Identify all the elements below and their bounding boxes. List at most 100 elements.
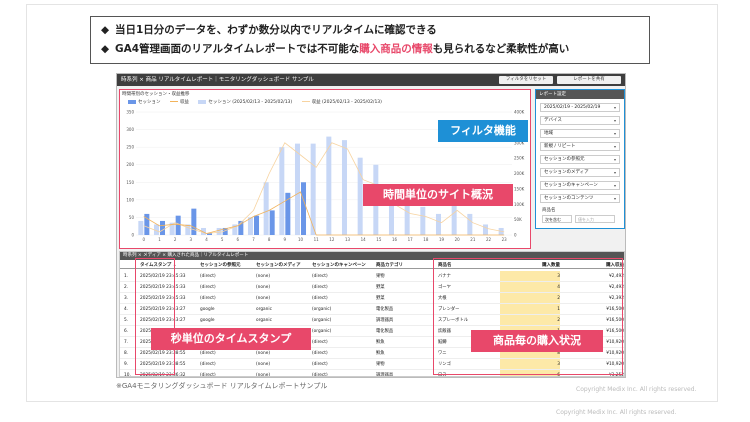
column-header[interactable]: セッションのメディア	[256, 263, 301, 268]
table-cell: 6.	[124, 329, 129, 334]
bar-previous	[232, 224, 238, 235]
table-cell: (direct)	[312, 351, 328, 356]
revenue-line	[143, 191, 505, 236]
bar-current	[254, 215, 260, 235]
y-tick-label: 300	[126, 127, 134, 132]
table-cell: 2025/02/19 23:38:55	[140, 351, 186, 356]
x-tick-label: 23	[502, 237, 508, 242]
table-cell: 2025/02/19 23:45:33	[140, 296, 186, 301]
bar-previous	[482, 224, 488, 235]
table-cell: 3	[500, 271, 560, 281]
bar-previous	[185, 224, 191, 235]
summary-callout: ◆ 当日1日分のデータを、わずか数分以内でリアルタイムに確認できる ◆ GA4管理画…	[90, 16, 650, 64]
bar-previous	[388, 192, 394, 235]
purchase-table-panel: 時系列 × メディア × 購入された商品｜リアルタイムレポート タイムスタンプ …	[119, 251, 625, 377]
share-report-button[interactable]: レポートを共有	[557, 76, 621, 84]
diamond-bullet-icon: ◆	[101, 43, 110, 55]
column-header[interactable]: 商品カテゴリ	[376, 263, 403, 268]
x-tick-label: 3	[190, 237, 193, 242]
table-row: 2. 2025/02/19 23:45:33 (direct) (none) (dire…	[120, 282, 624, 293]
x-tick-label: 4	[205, 237, 208, 242]
table-cell: 野菜	[376, 296, 385, 301]
chevron-down-icon: ▾	[613, 144, 616, 149]
table-cell: 5.	[124, 318, 129, 323]
column-header[interactable]: 購入数量	[542, 263, 560, 268]
filter-select[interactable]: セッションのキャンペーン ▾	[540, 181, 620, 190]
x-tick-label: 22	[486, 237, 492, 242]
bar-current	[269, 210, 275, 235]
table-title: 時系列 × メディア × 購入された商品｜リアルタイムレポート	[120, 252, 624, 260]
bar-previous	[200, 227, 206, 235]
table-cell: organic	[256, 307, 272, 312]
products-label: 商品毎の購入状況	[471, 330, 603, 352]
table-cell: ブレンダー	[438, 307, 460, 312]
column-header[interactable]: セッションのキャンペーン	[312, 263, 366, 268]
x-tick-label: 6	[237, 237, 240, 242]
y2-tick-label: 150K	[514, 186, 525, 191]
x-tick-label: 14	[361, 237, 367, 242]
table-cell: 2025/02/19 23:45:33	[140, 274, 186, 279]
table-cell: 10.	[124, 373, 131, 377]
x-tick-label: 12	[329, 237, 335, 242]
table-cell: google	[200, 307, 215, 312]
filter-select[interactable]: デバイス ▾	[540, 116, 620, 125]
table-cell: 7.	[124, 340, 129, 345]
product-value-input[interactable]: 値を入力	[575, 215, 615, 223]
table-cell: 果物	[376, 362, 385, 367]
column-header[interactable]: 商品名	[438, 263, 452, 268]
table-cell: (direct)	[312, 340, 328, 345]
x-tick-label: 18	[423, 237, 429, 242]
table-cell: 3	[500, 359, 560, 369]
x-tick-label: 17	[408, 237, 414, 242]
filter-select[interactable]: セッションのコンテンツ ▾	[540, 194, 620, 203]
table-cell: 4.	[124, 307, 129, 312]
column-header[interactable]: タイムスタンプ ↓	[140, 263, 177, 268]
y2-tick-label: 0	[514, 233, 517, 238]
table-cell: (none)	[256, 285, 271, 290]
chart-legend: セッション 収益 セッション (2025/02/13 - 2025/02/13)…	[128, 99, 390, 105]
product-filter-label: 商品名	[542, 208, 556, 213]
table-cell: (direct)	[200, 351, 216, 356]
y-tick-label: 250	[126, 145, 134, 150]
x-tick-label: 2	[174, 237, 177, 242]
filter-select[interactable]: セッションのメディア ▾	[540, 168, 620, 177]
y-tick-label: 100	[126, 197, 134, 202]
hourly-overview-label: 時間単位のサイト概況	[363, 184, 513, 206]
dashboard-screenshot: 時系列 × 商品 リアルタイムレポート｜モニタリングダッシュボード サンプル フ…	[116, 73, 626, 378]
product-operator-select[interactable]: 次を含む	[542, 215, 572, 223]
column-header[interactable]: 購入収益	[606, 263, 624, 268]
bar-previous	[138, 220, 144, 235]
table-cell: 2025/02/19 23:43:27	[140, 318, 186, 323]
table-cell: ¥16,500	[606, 329, 624, 334]
date-range-select[interactable]: 2025/02/19 - 2025/02/19 ▾	[540, 103, 620, 112]
table-cell: 1.	[124, 274, 129, 279]
table-cell: 3.	[124, 296, 129, 301]
chevron-down-icon: ▾	[613, 131, 616, 136]
table-cell: (none)	[256, 296, 271, 301]
reset-filter-button[interactable]: フィルタをリセット	[499, 76, 553, 84]
table-row: 9. 2025/02/19 23:38:55 (direct) (none) (dire…	[120, 359, 624, 370]
diamond-bullet-icon: ◆	[101, 24, 110, 36]
table-row: 1. 2025/02/19 23:45:33 (direct) (none) (dire…	[120, 271, 624, 282]
table-cell: ¥2,492	[608, 274, 624, 279]
filter-feature-label: フィルタ機能	[438, 120, 528, 142]
chevron-down-icon: ▾	[613, 183, 616, 188]
table-cell: ゴーヤ	[438, 285, 451, 290]
bar-previous	[451, 203, 457, 235]
y-tick-label: 350	[126, 110, 134, 115]
table-row: 3. 2025/02/19 23:45:33 (direct) (none) (dire…	[120, 293, 624, 304]
x-tick-label: 8	[268, 237, 271, 242]
filter-select[interactable]: セッションの参照元 ▾	[540, 155, 620, 164]
x-tick-label: 21	[470, 237, 476, 242]
table-cell: 9.	[124, 362, 129, 367]
filter-select[interactable]: 地域 ▾	[540, 129, 620, 138]
table-cell: 2	[500, 315, 560, 325]
bar-current	[285, 192, 291, 235]
chart-title: 時間帯別のセッション・収益推移	[122, 92, 190, 97]
column-header[interactable]: セッションの参照元	[200, 263, 241, 268]
table-cell: 電化製品	[376, 307, 394, 312]
highlight-text: 購入商品の情報	[359, 43, 433, 55]
bar-current	[222, 227, 228, 235]
bar-previous	[326, 136, 332, 235]
filter-select[interactable]: 新規 / リピート ▾	[540, 142, 620, 151]
